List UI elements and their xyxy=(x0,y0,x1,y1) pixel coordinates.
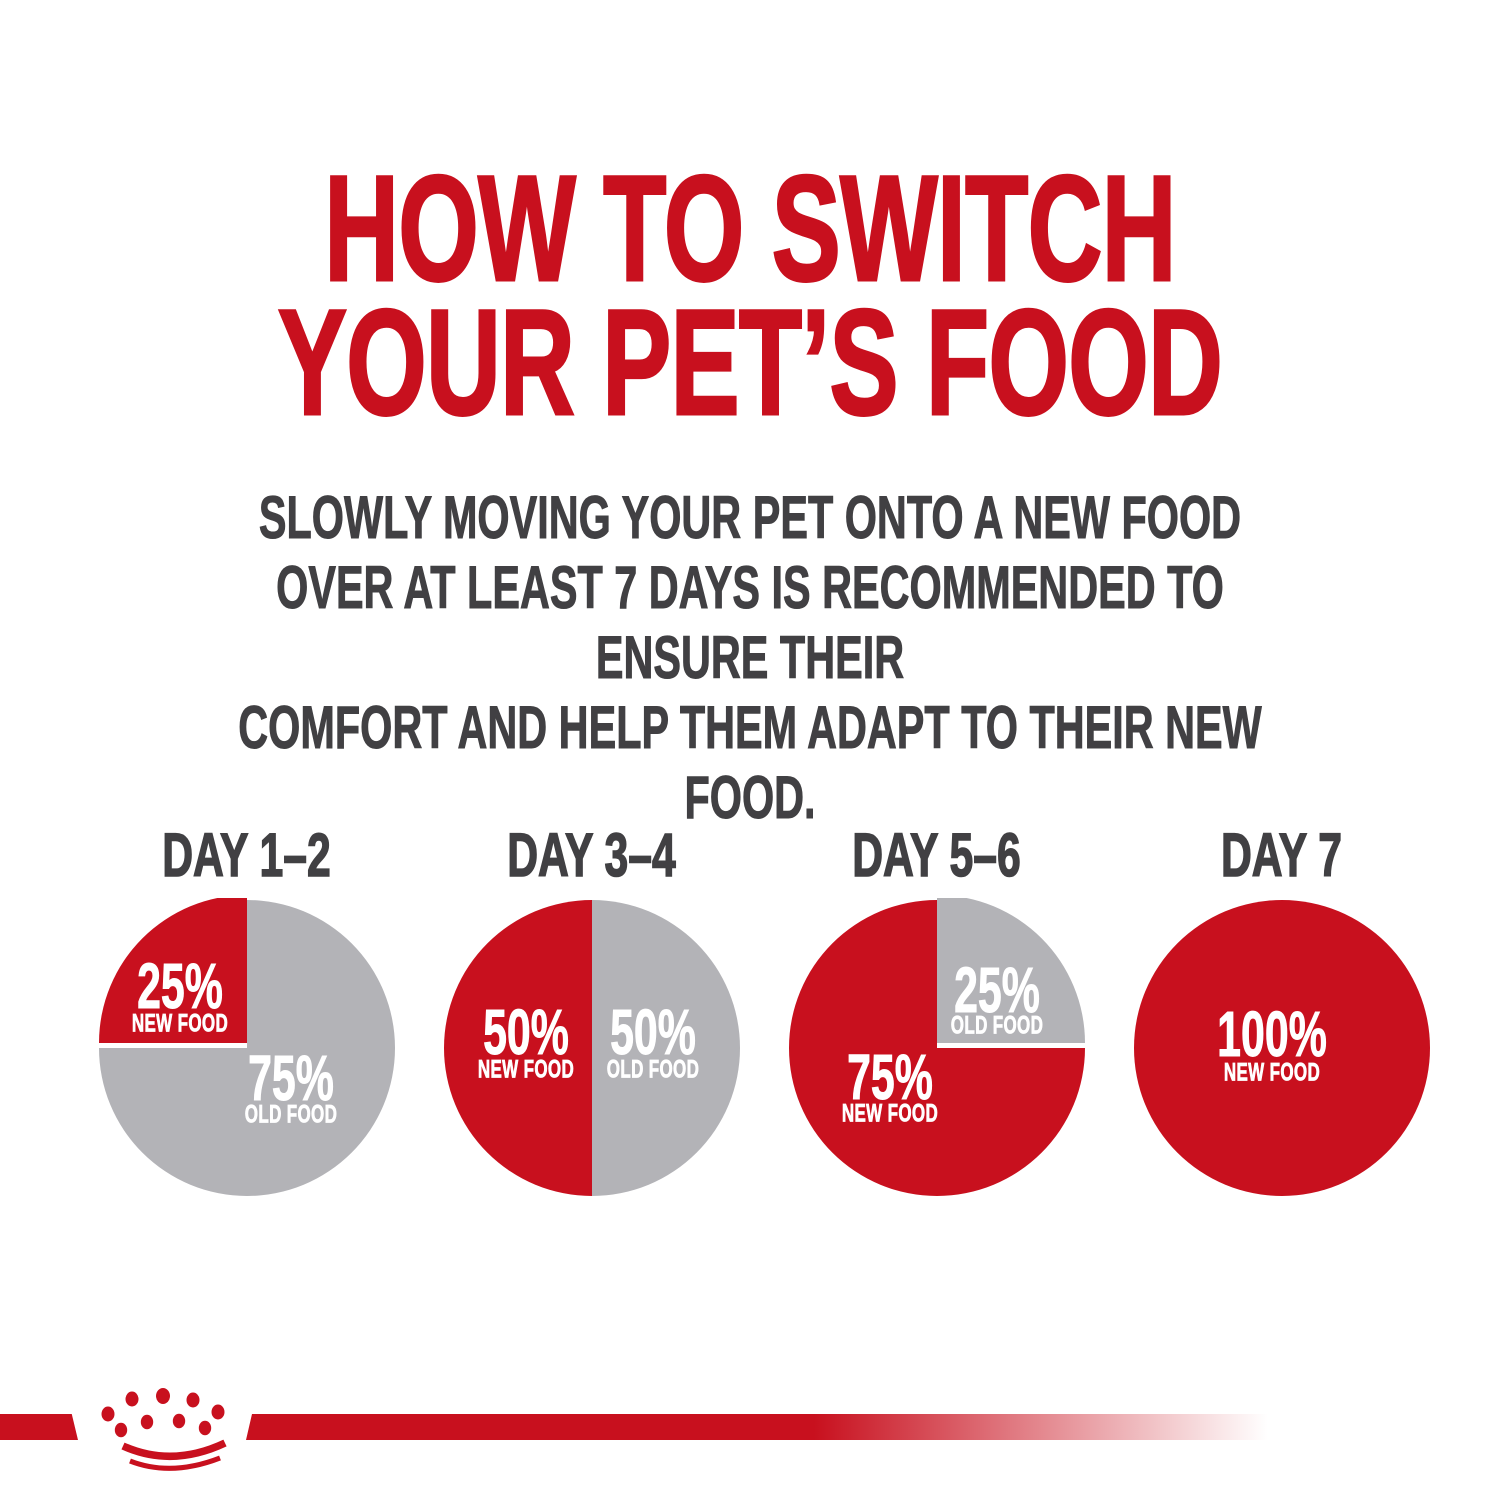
pie-slice-new-food xyxy=(788,900,1085,1196)
pie-slice-new-food xyxy=(443,900,592,1196)
slice-name-label: OLD FOOD xyxy=(606,1055,699,1084)
page-subtitle-line1: SLOWLY MOVING YOUR PET ONTO A NEW FOOD xyxy=(258,484,1242,552)
pie-chart: 50% NEW FOOD 50% OLD FOOD xyxy=(442,898,742,1198)
slice-percent-label: 50% xyxy=(609,996,696,1069)
footer-line-left-segment xyxy=(0,1414,78,1440)
slice-name-label: NEW FOOD xyxy=(477,1055,574,1084)
slice-name-label: NEW FOOD xyxy=(131,1009,228,1038)
slice-name-label: OLD FOOD xyxy=(950,1011,1043,1040)
slice-percent-label: 50% xyxy=(482,996,569,1069)
slice-name-label: NEW FOOD xyxy=(1223,1058,1320,1087)
slice-percent-label: 100% xyxy=(1216,998,1327,1071)
day-label: DAY 5–6 xyxy=(852,820,1022,890)
pie-slice-old-food xyxy=(591,900,740,1196)
pie-chart: 25% NEW FOOD 75% OLD FOOD xyxy=(97,898,397,1198)
day-label: DAY 1–2 xyxy=(162,820,332,890)
slice-percent-label: 75% xyxy=(846,1041,933,1114)
day-label: DAY 7 xyxy=(1220,820,1343,890)
transition-pie-charts-row: DAY 1–2 25% NEW FOOD 75% OLD FOOD DAY 3–4 50% N… xyxy=(0,820,1500,1198)
page-subtitle-line2: OVER AT LEAST 7 DAYS IS RECOMMENDED TO E… xyxy=(276,554,1224,692)
slice-percent-label: 75% xyxy=(247,1042,334,1115)
pie-slice-old-food xyxy=(98,900,395,1196)
slice-percent-label: 25% xyxy=(136,950,223,1023)
footer-line-right-segment xyxy=(246,1414,1278,1440)
page-title-line1: HOW TO SWITCH xyxy=(323,144,1177,312)
day-label: DAY 3–4 xyxy=(507,820,677,890)
pie-slice-new-food xyxy=(1133,900,1430,1196)
pie-column-day-3: DAY 5–6 25% OLD FOOD 75% NEW FOOD xyxy=(764,820,1109,1198)
page-title-line2: YOUR PET’S FOOD xyxy=(277,278,1224,446)
pie-column-day-2: DAY 3–4 50% NEW FOOD 50% OLD FOOD xyxy=(419,820,764,1198)
pie-chart: 100% NEW FOOD xyxy=(1132,898,1432,1198)
pie-column-day-4: DAY 7 100% NEW FOOD xyxy=(1109,820,1454,1198)
pie-chart: 25% OLD FOOD 75% NEW FOOD xyxy=(787,898,1087,1198)
pie-slice-new-food xyxy=(98,898,247,1043)
page-title: HOW TO SWITCH YOUR PET’S FOOD xyxy=(233,144,1268,446)
slice-name-label: NEW FOOD xyxy=(841,1099,938,1128)
slice-percent-label: 25% xyxy=(953,954,1040,1027)
page-subtitle: SLOWLY MOVING YOUR PET ONTO A NEW FOOD O… xyxy=(233,483,1268,833)
slice-name-label: OLD FOOD xyxy=(244,1100,337,1129)
pie-slice-old-food xyxy=(936,898,1085,1043)
page-subtitle-line3: COMFORT AND HELP THEM ADAPT TO THEIR NEW… xyxy=(238,694,1262,832)
royal-canin-crown-icon xyxy=(101,1388,227,1471)
pie-column-day-1: DAY 1–2 25% NEW FOOD 75% OLD FOOD xyxy=(74,820,419,1198)
